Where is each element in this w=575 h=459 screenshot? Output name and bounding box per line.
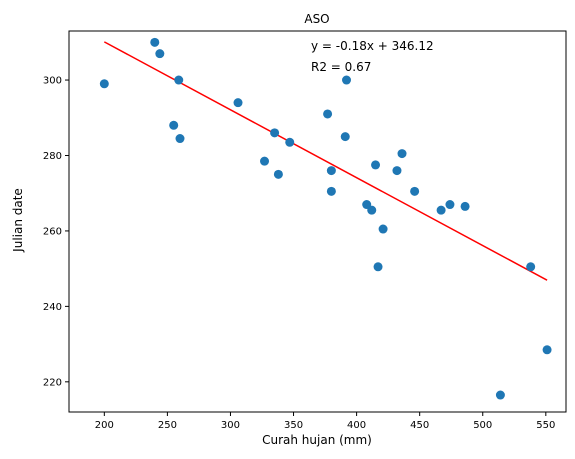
data-point	[373, 262, 383, 272]
chart-title: ASO	[304, 12, 329, 26]
data-point	[526, 262, 536, 272]
x-tick-label: 500	[473, 420, 492, 431]
r-squared-label: R2 = 0.67	[311, 60, 371, 74]
data-point	[174, 75, 184, 85]
data-point	[150, 37, 160, 47]
x-axis-label: Curah hujan (mm)	[262, 433, 372, 447]
x-tick-label: 250	[158, 420, 177, 431]
y-tick-label: 220	[43, 377, 62, 388]
data-point	[175, 134, 185, 144]
data-point	[392, 166, 402, 176]
data-point	[326, 186, 336, 196]
plot-area: 200 250 300 350 400 450 500 550 220 240 260 280 300	[43, 30, 567, 431]
data-point	[340, 132, 350, 142]
axes-frame	[68, 30, 567, 413]
data-point	[342, 75, 352, 85]
y-tick-label: 240	[43, 302, 62, 313]
data-point	[436, 205, 446, 215]
y-tick-label: 300	[43, 76, 62, 87]
x-tick-label: 550	[536, 420, 555, 431]
y-axis-label: Julian date	[11, 188, 25, 253]
x-tick-label: 450	[410, 420, 429, 431]
data-point	[378, 224, 388, 234]
x-tick-label: 300	[221, 420, 240, 431]
data-point	[410, 186, 420, 196]
y-tick-label: 280	[43, 151, 62, 162]
x-tick-label: 350	[284, 420, 303, 431]
data-point	[233, 98, 243, 108]
data-point	[99, 79, 109, 89]
data-point	[169, 120, 179, 130]
data-point	[285, 137, 295, 147]
data-point	[542, 345, 552, 355]
data-point	[397, 149, 407, 159]
data-point	[273, 169, 283, 179]
trendline	[103, 41, 548, 281]
data-point	[270, 128, 280, 138]
data-point	[260, 156, 270, 166]
data-point	[495, 390, 505, 400]
data-point	[155, 49, 165, 59]
data-point	[445, 200, 455, 210]
data-point	[323, 109, 333, 119]
x-tick-label: 400	[347, 420, 366, 431]
data-point	[326, 166, 336, 176]
data-point	[460, 201, 470, 211]
x-tick-label: 200	[95, 420, 114, 431]
data-point	[367, 205, 377, 215]
data-point	[371, 160, 381, 170]
regression-equation-label: y = -0.18x + 346.12	[311, 39, 434, 53]
y-tick-label: 260	[43, 226, 62, 237]
